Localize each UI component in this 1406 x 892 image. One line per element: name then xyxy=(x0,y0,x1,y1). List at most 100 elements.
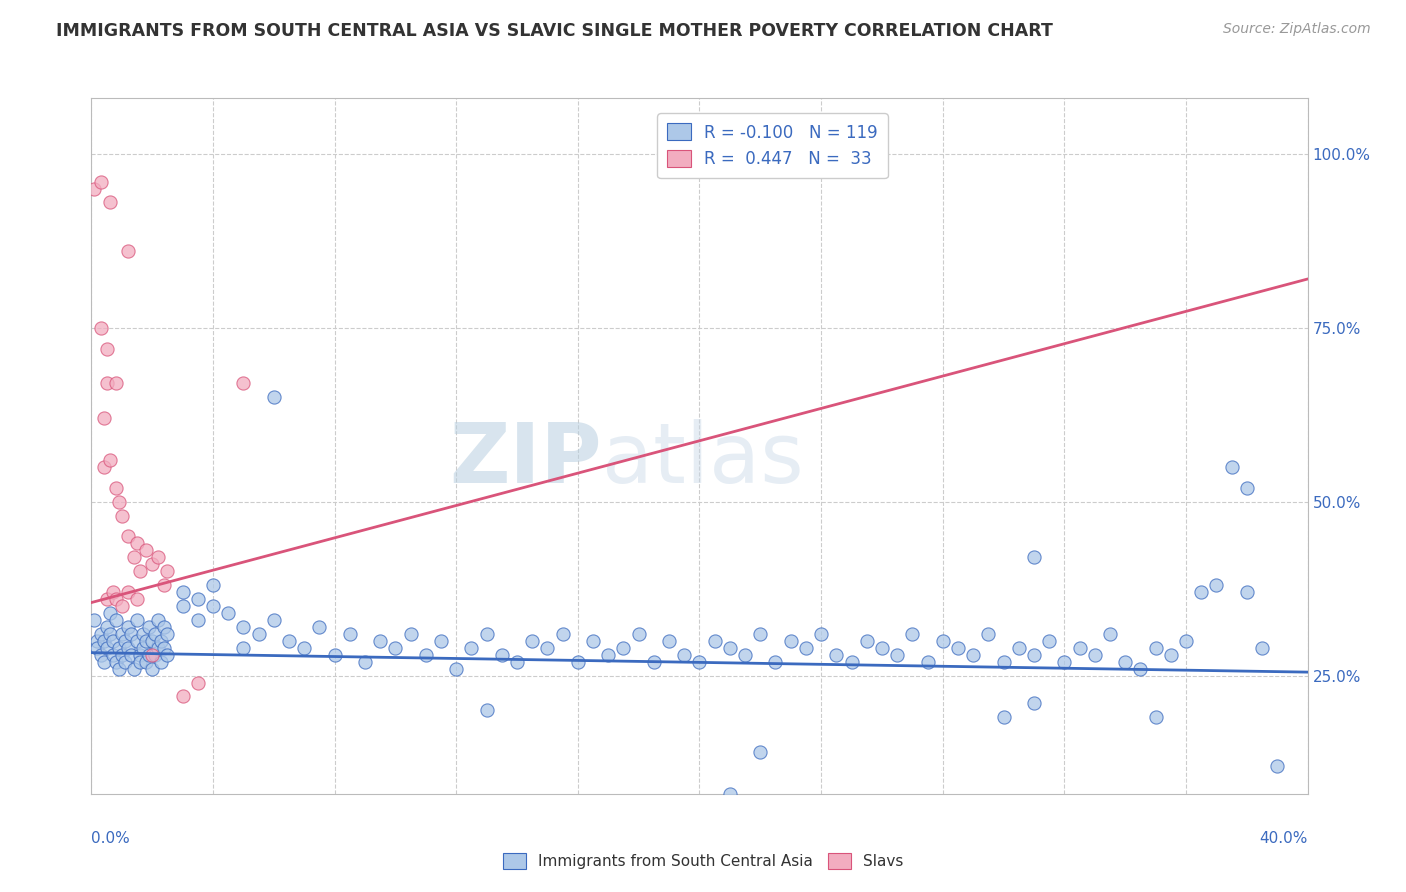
Text: IMMIGRANTS FROM SOUTH CENTRAL ASIA VS SLAVIC SINGLE MOTHER POVERTY CORRELATION C: IMMIGRANTS FROM SOUTH CENTRAL ASIA VS SL… xyxy=(56,22,1053,40)
Point xyxy=(93,655,115,669)
Point xyxy=(117,640,139,655)
Point xyxy=(104,655,127,669)
Legend: Immigrants from South Central Asia, Slavs: Immigrants from South Central Asia, Slav… xyxy=(498,848,908,873)
Point xyxy=(232,376,254,391)
Point xyxy=(172,599,194,613)
Point xyxy=(475,627,498,641)
Point xyxy=(749,745,772,759)
Point xyxy=(101,585,124,599)
Point xyxy=(101,648,124,662)
Point xyxy=(886,648,908,662)
Point xyxy=(129,655,152,669)
Point xyxy=(247,627,270,641)
Point xyxy=(430,633,453,648)
Point xyxy=(129,648,152,662)
Point xyxy=(323,648,346,662)
Point xyxy=(156,564,179,578)
Point xyxy=(946,640,969,655)
Point xyxy=(643,655,665,669)
Point xyxy=(415,648,437,662)
Point xyxy=(308,620,330,634)
Point xyxy=(117,529,139,543)
Point xyxy=(132,627,155,641)
Point xyxy=(993,655,1015,669)
Point xyxy=(1022,648,1045,662)
Point xyxy=(582,633,605,648)
Point xyxy=(83,181,105,195)
Point xyxy=(89,648,111,662)
Point xyxy=(1038,633,1060,648)
Point xyxy=(141,648,163,662)
Text: ZIP: ZIP xyxy=(450,419,602,500)
Point xyxy=(141,662,163,676)
Point xyxy=(120,648,142,662)
Point xyxy=(901,627,924,641)
Point xyxy=(1236,481,1258,495)
Point xyxy=(263,613,285,627)
Point xyxy=(202,578,225,592)
Point xyxy=(96,620,118,634)
Point xyxy=(810,627,832,641)
Point xyxy=(825,648,848,662)
Point xyxy=(263,390,285,404)
Point xyxy=(89,320,111,334)
Point xyxy=(148,613,170,627)
Point xyxy=(83,613,105,627)
Point xyxy=(107,640,129,655)
Point xyxy=(1144,640,1167,655)
Point xyxy=(93,459,115,474)
Point xyxy=(138,648,160,662)
Point xyxy=(460,640,482,655)
Point xyxy=(278,633,301,648)
Point xyxy=(107,662,129,676)
Point xyxy=(765,655,787,669)
Point xyxy=(1174,633,1197,648)
Point xyxy=(98,195,121,210)
Point xyxy=(125,536,148,550)
Point xyxy=(101,633,124,648)
Point xyxy=(143,627,166,641)
Point xyxy=(536,640,558,655)
Point xyxy=(1144,710,1167,724)
Point xyxy=(141,633,163,648)
Point xyxy=(96,376,118,391)
Point xyxy=(1236,585,1258,599)
Point xyxy=(1189,585,1212,599)
Point xyxy=(870,640,893,655)
Point xyxy=(153,620,176,634)
Point xyxy=(122,550,145,565)
Point xyxy=(117,585,139,599)
Point xyxy=(114,655,136,669)
Legend: R = -0.100   N = 119, R =  0.447   N =  33: R = -0.100 N = 119, R = 0.447 N = 33 xyxy=(658,113,887,178)
Point xyxy=(917,655,939,669)
Point xyxy=(444,662,467,676)
Point xyxy=(1098,627,1121,641)
Point xyxy=(93,411,115,425)
Point xyxy=(292,640,315,655)
Point xyxy=(187,675,209,690)
Point xyxy=(148,640,170,655)
Point xyxy=(354,655,377,669)
Point xyxy=(1251,640,1274,655)
Point xyxy=(125,592,148,607)
Point xyxy=(98,627,121,641)
Point xyxy=(86,640,108,655)
Point xyxy=(98,453,121,467)
Point xyxy=(1008,640,1031,655)
Point xyxy=(658,633,681,648)
Point xyxy=(148,550,170,565)
Point xyxy=(749,627,772,641)
Point xyxy=(156,648,179,662)
Text: atlas: atlas xyxy=(602,419,804,500)
Point xyxy=(962,648,984,662)
Point xyxy=(703,633,725,648)
Point xyxy=(1022,697,1045,711)
Text: Source: ZipAtlas.com: Source: ZipAtlas.com xyxy=(1223,22,1371,37)
Point xyxy=(187,613,209,627)
Point xyxy=(96,342,118,356)
Point xyxy=(612,640,634,655)
Point xyxy=(688,655,710,669)
Point xyxy=(150,633,173,648)
Point xyxy=(779,633,801,648)
Point xyxy=(1084,648,1107,662)
